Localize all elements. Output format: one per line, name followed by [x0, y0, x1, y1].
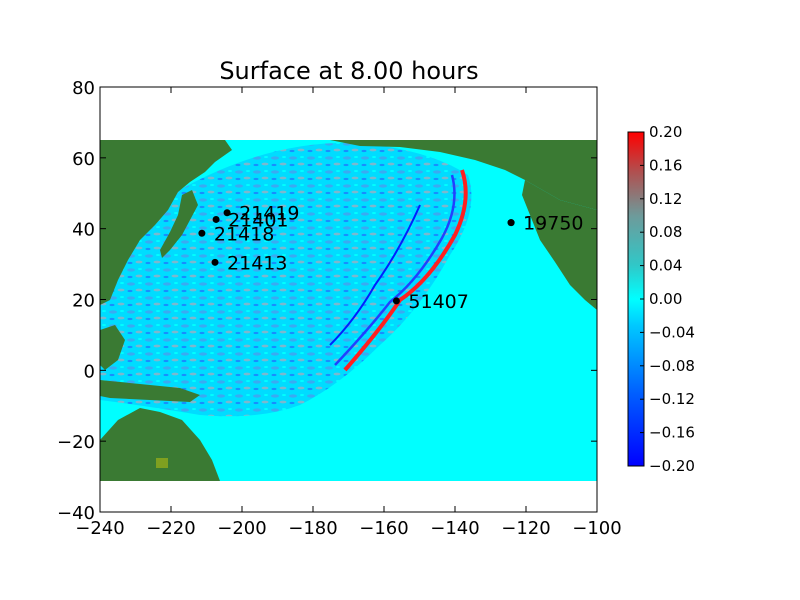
x-axis: −240 −220 −200 −180 −160 −140 −120 −100: [75, 87, 622, 539]
x-tick-label: −220: [146, 518, 195, 539]
colorbar-tick-label: 0.00: [649, 290, 682, 308]
wave-front: [343, 169, 468, 372]
wave-trough: [329, 204, 421, 346]
gauge-point: [507, 219, 515, 227]
colorbar-tick-label: −0.08: [649, 357, 695, 375]
gauge-label: 19750: [523, 213, 583, 235]
gauge-label: 1: [523, 213, 535, 235]
y-tick-label: 0: [84, 361, 95, 382]
land-japan: [160, 190, 198, 258]
gauge-point: [392, 297, 400, 305]
gauge-label: 51407: [408, 291, 468, 313]
gauge-point: [212, 215, 220, 223]
gauge-label: 21419: [239, 203, 299, 225]
gauge-label: 21418: [214, 223, 274, 245]
land-philippines: [100, 325, 125, 370]
x-tick-label: −240: [75, 518, 124, 539]
y-tick-label: 40: [72, 220, 95, 241]
x-tick-label: −100: [572, 518, 621, 539]
x-tick-label: −160: [359, 518, 408, 539]
colorbar-tick-label: −0.04: [649, 323, 695, 341]
x-tick-label: −140: [430, 518, 479, 539]
gauge-point: [198, 229, 206, 237]
land-asia: [100, 140, 232, 305]
land-north-america: [522, 180, 597, 310]
y-axis: −40 −20 0 20 40 60 80: [57, 78, 597, 524]
x-tick-label: −200: [217, 518, 266, 539]
colorbar-tick-label: 0.16: [649, 156, 682, 174]
y-tick-label: −40: [57, 503, 95, 524]
land-patch: [156, 458, 168, 468]
wave-front-inner: [334, 174, 456, 366]
gauge-label: 21401: [228, 209, 288, 231]
y-tick-label: 60: [72, 149, 95, 170]
colorbar-tick-label: 0.04: [649, 257, 682, 275]
colorbar-tick-label: −0.12: [649, 390, 695, 408]
colorbar-tick-label: 0.12: [649, 190, 682, 208]
chart-title: Surface at 8.00 hours: [219, 57, 478, 85]
colorbar-tick-label: −0.20: [649, 457, 695, 475]
land-alaska: [330, 140, 597, 210]
land-australia: [100, 408, 220, 481]
colorbar-tick-label: 0.08: [649, 223, 682, 241]
colorbar-tick-label: −0.16: [649, 424, 695, 442]
colorbar-ticks: −0.20 −0.16 −0.12 −0.08 −0.04 0.00 0.04 0.08 0.1…: [640, 123, 695, 475]
x-tick-label: −120: [501, 518, 550, 539]
colorbar-tick-label: 0.20: [649, 123, 682, 141]
x-tick-label: −180: [288, 518, 337, 539]
y-tick-label: 20: [72, 291, 95, 312]
gauge-label: 21413: [227, 252, 287, 274]
y-tick-label: 80: [72, 78, 95, 99]
land-indonesia: [100, 380, 200, 402]
gauge-point: [223, 209, 231, 217]
y-tick-label: −20: [57, 432, 95, 453]
gauge-point: [211, 258, 219, 266]
